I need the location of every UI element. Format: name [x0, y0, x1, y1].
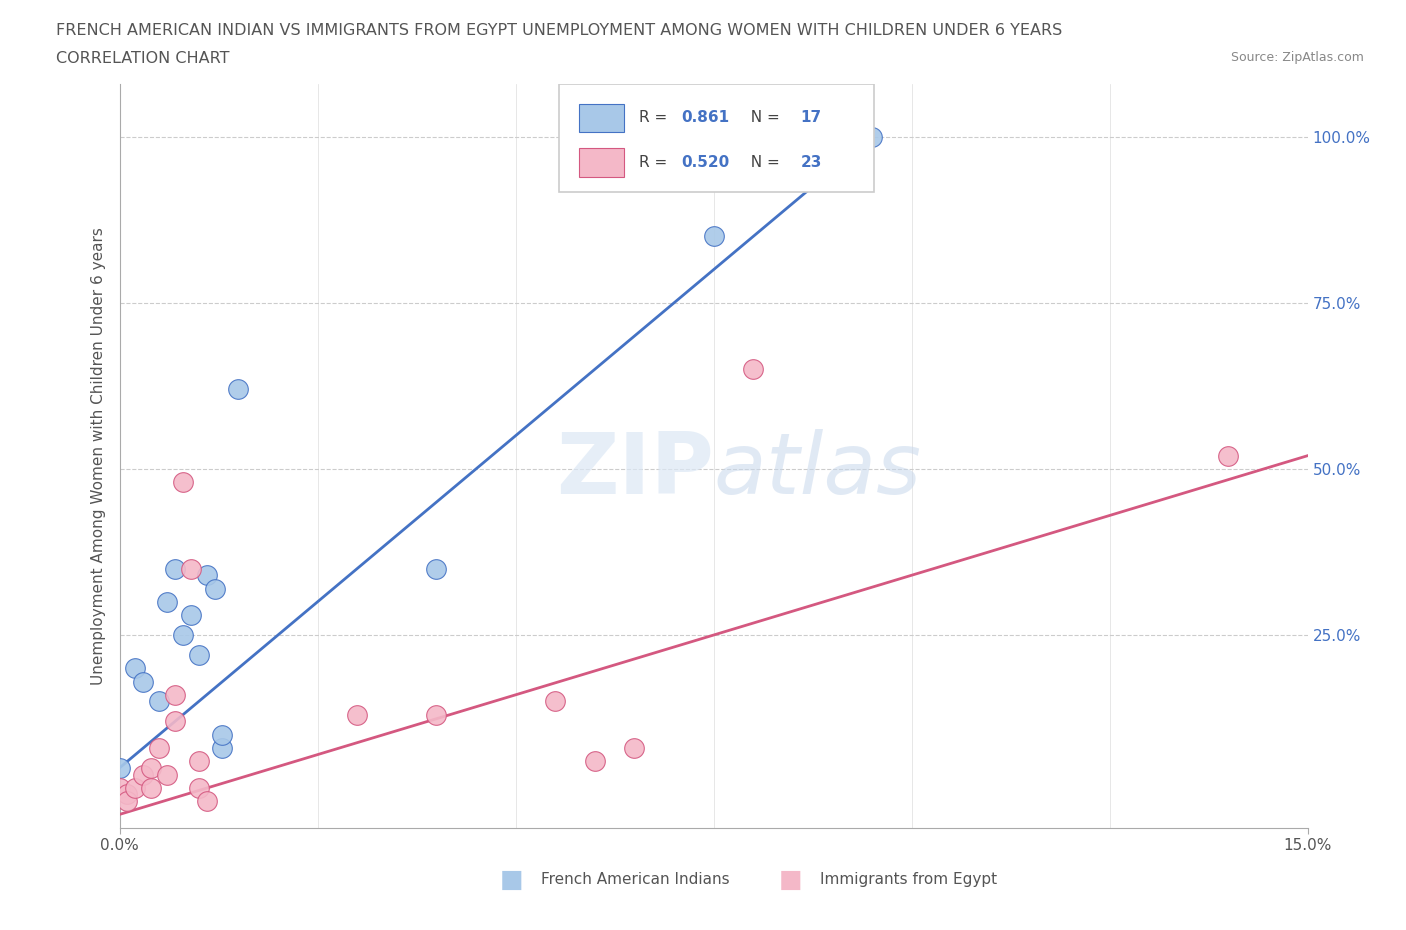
Point: [172, 628, 194, 643]
Text: N =: N =: [741, 155, 785, 170]
Point: [180, 561, 202, 576]
Text: 0.520: 0.520: [682, 155, 730, 170]
Text: N =: N =: [741, 111, 785, 126]
Point: [141, 761, 163, 776]
Point: [204, 581, 226, 596]
Point: [132, 674, 155, 689]
Point: [180, 607, 202, 622]
Text: French American Indians: French American Indians: [541, 872, 730, 887]
Text: CORRELATION CHART: CORRELATION CHART: [56, 51, 229, 66]
FancyBboxPatch shape: [579, 149, 624, 177]
Point: [742, 362, 765, 377]
Point: [187, 780, 209, 795]
Point: [163, 714, 186, 729]
Point: [702, 229, 725, 244]
FancyBboxPatch shape: [579, 104, 624, 132]
Point: [172, 475, 194, 490]
Point: [346, 708, 368, 723]
Point: [211, 740, 233, 755]
Point: [228, 382, 250, 397]
Point: [117, 787, 139, 802]
Text: ■: ■: [779, 868, 803, 892]
Point: [187, 754, 209, 769]
Point: [583, 754, 606, 769]
Text: 23: 23: [800, 155, 821, 170]
Point: [124, 780, 146, 795]
Point: [156, 594, 179, 609]
Point: [623, 740, 645, 755]
Text: ZIP: ZIP: [555, 429, 713, 512]
Text: ■: ■: [499, 868, 523, 892]
Text: R =: R =: [638, 155, 672, 170]
Point: [544, 694, 567, 709]
Point: [163, 687, 186, 702]
Text: R =: R =: [638, 111, 672, 126]
Text: atlas: atlas: [713, 429, 921, 512]
Point: [195, 793, 218, 808]
Point: [425, 708, 447, 723]
Point: [163, 561, 186, 576]
Point: [117, 793, 139, 808]
Point: [132, 767, 155, 782]
Text: Immigrants from Egypt: Immigrants from Egypt: [821, 872, 998, 887]
Point: [108, 761, 131, 776]
Text: Source: ZipAtlas.com: Source: ZipAtlas.com: [1230, 51, 1364, 64]
Point: [187, 647, 209, 662]
Point: [1218, 448, 1240, 463]
Point: [124, 661, 146, 676]
Text: 17: 17: [800, 111, 821, 126]
Point: [148, 694, 170, 709]
FancyBboxPatch shape: [560, 84, 875, 192]
Point: [195, 568, 218, 583]
Point: [211, 727, 233, 742]
Text: FRENCH AMERICAN INDIAN VS IMMIGRANTS FROM EGYPT UNEMPLOYMENT AMONG WOMEN WITH CH: FRENCH AMERICAN INDIAN VS IMMIGRANTS FRO…: [56, 23, 1063, 38]
Point: [425, 561, 447, 576]
Point: [156, 767, 179, 782]
Point: [148, 740, 170, 755]
Point: [141, 780, 163, 795]
Y-axis label: Unemployment Among Women with Children Under 6 years: Unemployment Among Women with Children U…: [90, 227, 105, 684]
Point: [108, 780, 131, 795]
Text: 0.861: 0.861: [682, 111, 730, 126]
Point: [860, 129, 883, 144]
